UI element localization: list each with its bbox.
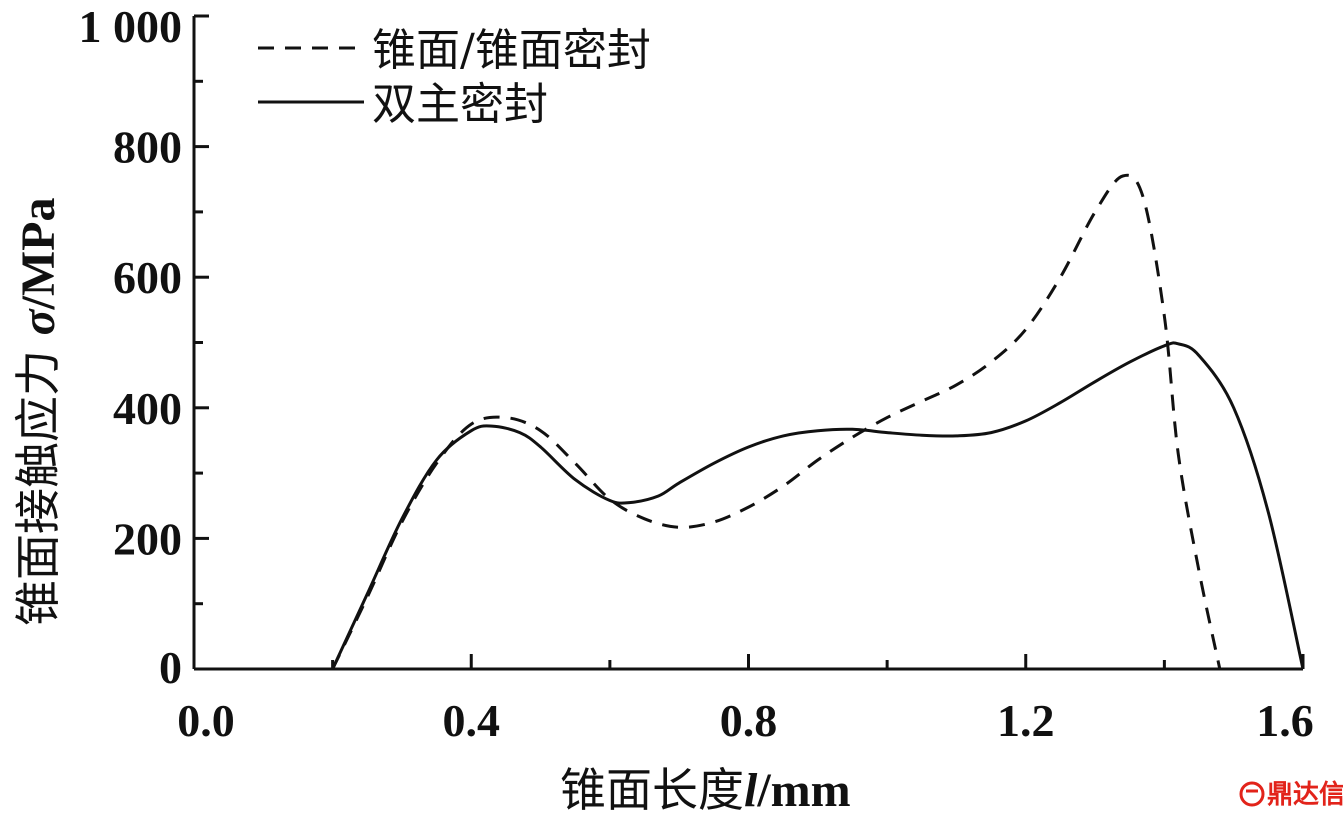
x-axis-title-prefix: 锥面长度: [560, 763, 744, 815]
y-axis-title-symbol: σ: [12, 308, 65, 335]
x-tick-label: 0.8: [720, 695, 778, 746]
x-axis-title-unit: /mm: [756, 764, 850, 815]
series-line-cone-cone: [331, 173, 1222, 670]
watermark-text: 鼎达信: [1267, 780, 1343, 810]
y-tick-label: 400: [113, 383, 182, 434]
legend-label-dual-main: 双主密封: [372, 79, 548, 130]
x-tick-label: 1.2: [997, 695, 1055, 746]
legend: 锥面/锥面密封 双主密封: [258, 25, 651, 130]
y-axis-title-prefix: 锥面接触应力: [11, 335, 65, 626]
y-tick-labels: 0 200 400 600 800 1 000: [79, 1, 183, 693]
y-tick-label: 800: [113, 122, 182, 173]
x-tick-label: 0.4: [443, 695, 501, 746]
series-lines: [331, 173, 1305, 670]
y-tick-label: 1 000: [79, 1, 183, 52]
y-tick-label: 0: [159, 642, 182, 693]
watermark-icon: [1239, 781, 1265, 807]
plot-axes: [192, 16, 1303, 671]
x-tick-labels: 0.0 0.4 0.8 1.2 1.6: [177, 695, 1314, 746]
x-ticks: [192, 654, 1305, 669]
x-tick-label: 0.0: [177, 695, 235, 746]
y-ticks: [194, 14, 209, 671]
y-tick-label: 200: [113, 513, 182, 564]
x-tick-label: 1.6: [1256, 695, 1314, 746]
series-line-dual-main: [331, 341, 1305, 670]
x-axis-title: 锥面长度l/mm: [560, 763, 851, 815]
watermark-logo: 鼎达信: [1239, 780, 1343, 810]
legend-label-cone-cone: 锥面/锥面密封: [372, 25, 651, 76]
x-axis-title-symbol: l: [744, 764, 758, 815]
y-axis-title: 锥面接触应力 σ/MPa: [11, 198, 65, 626]
y-axis-title-unit: /MPa: [12, 198, 65, 311]
y-tick-label: 600: [113, 252, 182, 303]
